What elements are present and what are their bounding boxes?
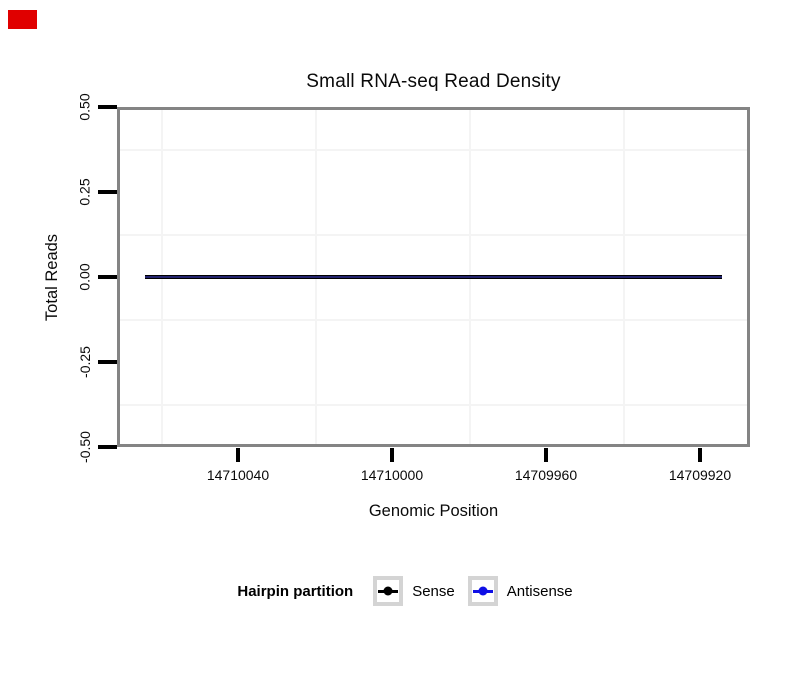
y-tick-label--0.25: -0.25 [77,346,94,378]
y-axis-title-text: Total Reads [43,233,62,321]
y-axis-title: Total Reads [38,197,68,357]
y-axis-tick-label: -0.50 [70,417,100,477]
legend-label-antisense: Antisense [506,582,573,600]
x-axis-tick-label: 14709960 [514,467,578,483]
chart-title: Small RNA-seq Read Density [306,71,561,92]
plot-panel [117,107,750,447]
x-axis-tick-label: 14709920 [668,467,732,483]
y-axis-tick [98,105,117,109]
antisense-point-icon [478,586,488,596]
y-tick-label-0.25: 0.25 [77,178,93,206]
antisense-line-icon [472,586,493,596]
sense-point-icon [383,586,393,596]
sense-line-icon [378,586,399,596]
y-tick-label-0.00: 0.00 [77,263,93,291]
x-axis-tick [390,448,394,462]
legend-key-antisense [467,576,498,606]
y-axis-tick-label: 0.25 [70,162,100,222]
legend: Hairpin partition Sense Antisense [0,574,810,608]
y-axis-tick-label: 0.50 [70,77,100,137]
x-axis-tick [698,448,702,462]
x-axis-tick [544,448,548,462]
x-axis-title: Genomic Position [368,502,499,520]
y-axis-tick-label: -0.25 [70,332,100,392]
x-axis-tick-label: 14710000 [360,467,424,483]
y-axis-tick [98,445,117,449]
y-tick-label--0.50: -0.50 [77,431,94,463]
legend-key-sense [373,576,404,606]
minor-gridline-horizontal [120,404,747,406]
y-tick-label-0.50: 0.50 [77,93,93,121]
legend-title: Hairpin partition [237,582,354,600]
read-density-line [145,275,722,279]
x-axis-tick [236,448,240,462]
red-marker [8,10,37,29]
y-axis-tick [98,275,117,279]
x-axis-tick-label: 14710040 [206,467,270,483]
y-axis-tick-label: 0.00 [70,247,100,307]
y-axis-tick [98,190,117,194]
minor-gridline-horizontal [120,149,747,151]
minor-gridline-horizontal [120,319,747,321]
y-axis-tick [98,360,117,364]
legend-label-sense: Sense [412,582,455,600]
minor-gridline-horizontal [120,234,747,236]
